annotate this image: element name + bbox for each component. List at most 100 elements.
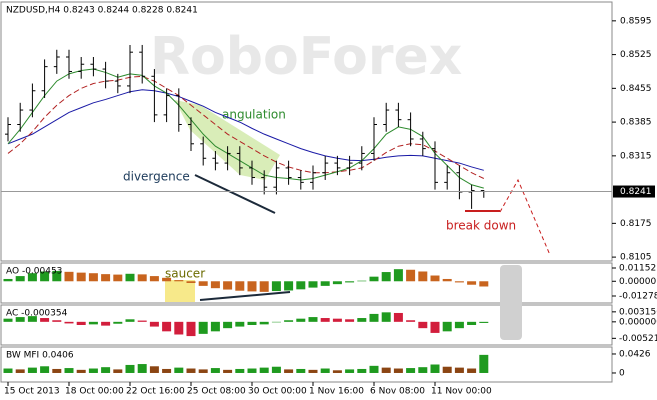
bar: [113, 321, 123, 324]
bar: [393, 368, 403, 373]
ao-panel: [0, 262, 613, 304]
bar: [186, 368, 196, 373]
bar: [271, 281, 281, 292]
bar: [442, 321, 452, 332]
y-tick-label: 0: [619, 368, 625, 378]
bar: [308, 281, 318, 288]
moving-average: [7, 89, 484, 171]
bar: [101, 321, 111, 326]
bar: [137, 364, 147, 373]
bar: [113, 369, 123, 373]
bar: [88, 368, 98, 373]
annotation: break down: [446, 219, 516, 233]
bar: [76, 272, 86, 282]
x-tick-label: 15 Oct 2013: [4, 387, 60, 397]
y-tick-label: 0.8385: [620, 118, 652, 128]
bar: [101, 274, 111, 282]
bar: [345, 319, 355, 322]
bar: [125, 273, 135, 282]
bar: [174, 280, 184, 282]
bar: [332, 318, 342, 322]
bar: [418, 321, 428, 329]
x-tick-label: 1 Nov 16:00: [309, 387, 364, 397]
y-tick-label: 0.8525: [620, 50, 652, 60]
bar: [174, 321, 184, 335]
bar: [52, 368, 62, 373]
bar: [88, 273, 98, 282]
bar: [345, 281, 355, 283]
x-tick-label: 25 Oct 08:00: [187, 387, 246, 397]
bar: [296, 281, 306, 290]
bar: [259, 321, 269, 325]
annotation: saucer: [165, 267, 205, 281]
bar: [345, 369, 355, 373]
bar: [296, 368, 306, 373]
bar: [308, 317, 318, 322]
bar: [467, 281, 477, 285]
y-tick-label: 0.00000: [619, 277, 656, 287]
bar: [15, 317, 25, 322]
bar: [430, 364, 440, 373]
bar: [357, 280, 367, 282]
y-tick-label: 0.0426: [619, 349, 651, 359]
bar: [76, 321, 86, 325]
bar: [284, 281, 294, 291]
y-tick-label: 0.003156: [619, 307, 657, 317]
bar: [125, 364, 135, 373]
angulation-zone: [175, 100, 280, 180]
y-tick-label: 0.8315: [620, 151, 652, 161]
bar: [162, 277, 172, 282]
bar: [442, 366, 452, 373]
bar: [3, 318, 13, 322]
y-tick-label: 0.8175: [620, 219, 652, 229]
ac-panel: [0, 304, 613, 346]
y-tick-label: 0.8595: [620, 16, 652, 26]
bar: [418, 271, 428, 282]
bar: [137, 320, 147, 322]
bar: [271, 321, 281, 323]
bar: [210, 281, 220, 289]
bar: [442, 278, 452, 282]
bar: [357, 368, 367, 373]
bar: [186, 321, 196, 337]
bar: [64, 368, 74, 373]
bar: [162, 321, 172, 332]
bar: [76, 369, 86, 373]
bar: [369, 276, 379, 282]
bar: [149, 276, 159, 282]
bar: [393, 312, 403, 322]
annotation: angulation: [222, 108, 286, 122]
bw-panel: [0, 346, 613, 383]
current-price: 0.8241: [620, 187, 652, 197]
bar: [15, 276, 25, 282]
bar: [235, 368, 245, 373]
panel-title: AO -0.00453: [6, 267, 62, 277]
bar: [27, 316, 37, 322]
bar: [113, 274, 123, 282]
bar: [454, 321, 464, 329]
bar: [393, 269, 403, 282]
x-tick-label: 22 Oct 16:00: [126, 387, 185, 397]
bar: [406, 368, 416, 373]
bar: [479, 281, 489, 287]
bar: [271, 366, 281, 373]
bar: [320, 281, 330, 286]
bar: [381, 272, 391, 282]
panel-title: NZDUSD,H4 0.8243 0.8244 0.8228 0.8241: [6, 6, 198, 16]
bar: [52, 320, 62, 322]
bar: [332, 370, 342, 373]
bar: [418, 367, 428, 373]
y-tick-label: 0.8455: [620, 84, 652, 94]
bar: [430, 321, 440, 333]
annotation: divergence: [123, 170, 190, 184]
bar: [15, 369, 25, 373]
bar: [369, 365, 379, 373]
bar: [357, 318, 367, 322]
bar: [320, 368, 330, 373]
watermark: RoboForex: [150, 27, 462, 87]
bar: [479, 354, 489, 373]
main-panel: [0, 1, 613, 262]
bar: [52, 270, 62, 282]
